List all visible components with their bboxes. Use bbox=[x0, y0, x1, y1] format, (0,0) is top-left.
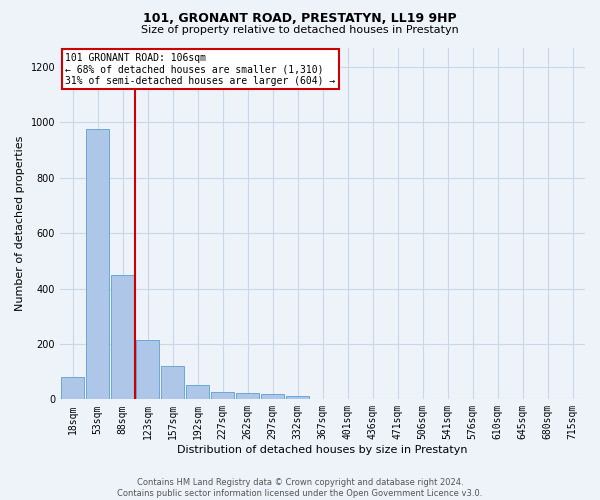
Text: 101 GRONANT ROAD: 106sqm
← 68% of detached houses are smaller (1,310)
31% of sem: 101 GRONANT ROAD: 106sqm ← 68% of detach… bbox=[65, 53, 335, 86]
Bar bbox=[236, 393, 259, 400]
Bar bbox=[86, 129, 109, 400]
Bar bbox=[136, 340, 159, 400]
X-axis label: Distribution of detached houses by size in Prestatyn: Distribution of detached houses by size … bbox=[177, 445, 468, 455]
Bar bbox=[286, 396, 309, 400]
Bar bbox=[261, 394, 284, 400]
Bar bbox=[161, 366, 184, 400]
Text: Contains HM Land Registry data © Crown copyright and database right 2024.
Contai: Contains HM Land Registry data © Crown c… bbox=[118, 478, 482, 498]
Text: Size of property relative to detached houses in Prestatyn: Size of property relative to detached ho… bbox=[141, 25, 459, 35]
Bar bbox=[111, 274, 134, 400]
Bar bbox=[186, 386, 209, 400]
Bar bbox=[211, 392, 234, 400]
Text: 101, GRONANT ROAD, PRESTATYN, LL19 9HP: 101, GRONANT ROAD, PRESTATYN, LL19 9HP bbox=[143, 12, 457, 26]
Bar bbox=[61, 377, 84, 400]
Y-axis label: Number of detached properties: Number of detached properties bbox=[15, 136, 25, 311]
